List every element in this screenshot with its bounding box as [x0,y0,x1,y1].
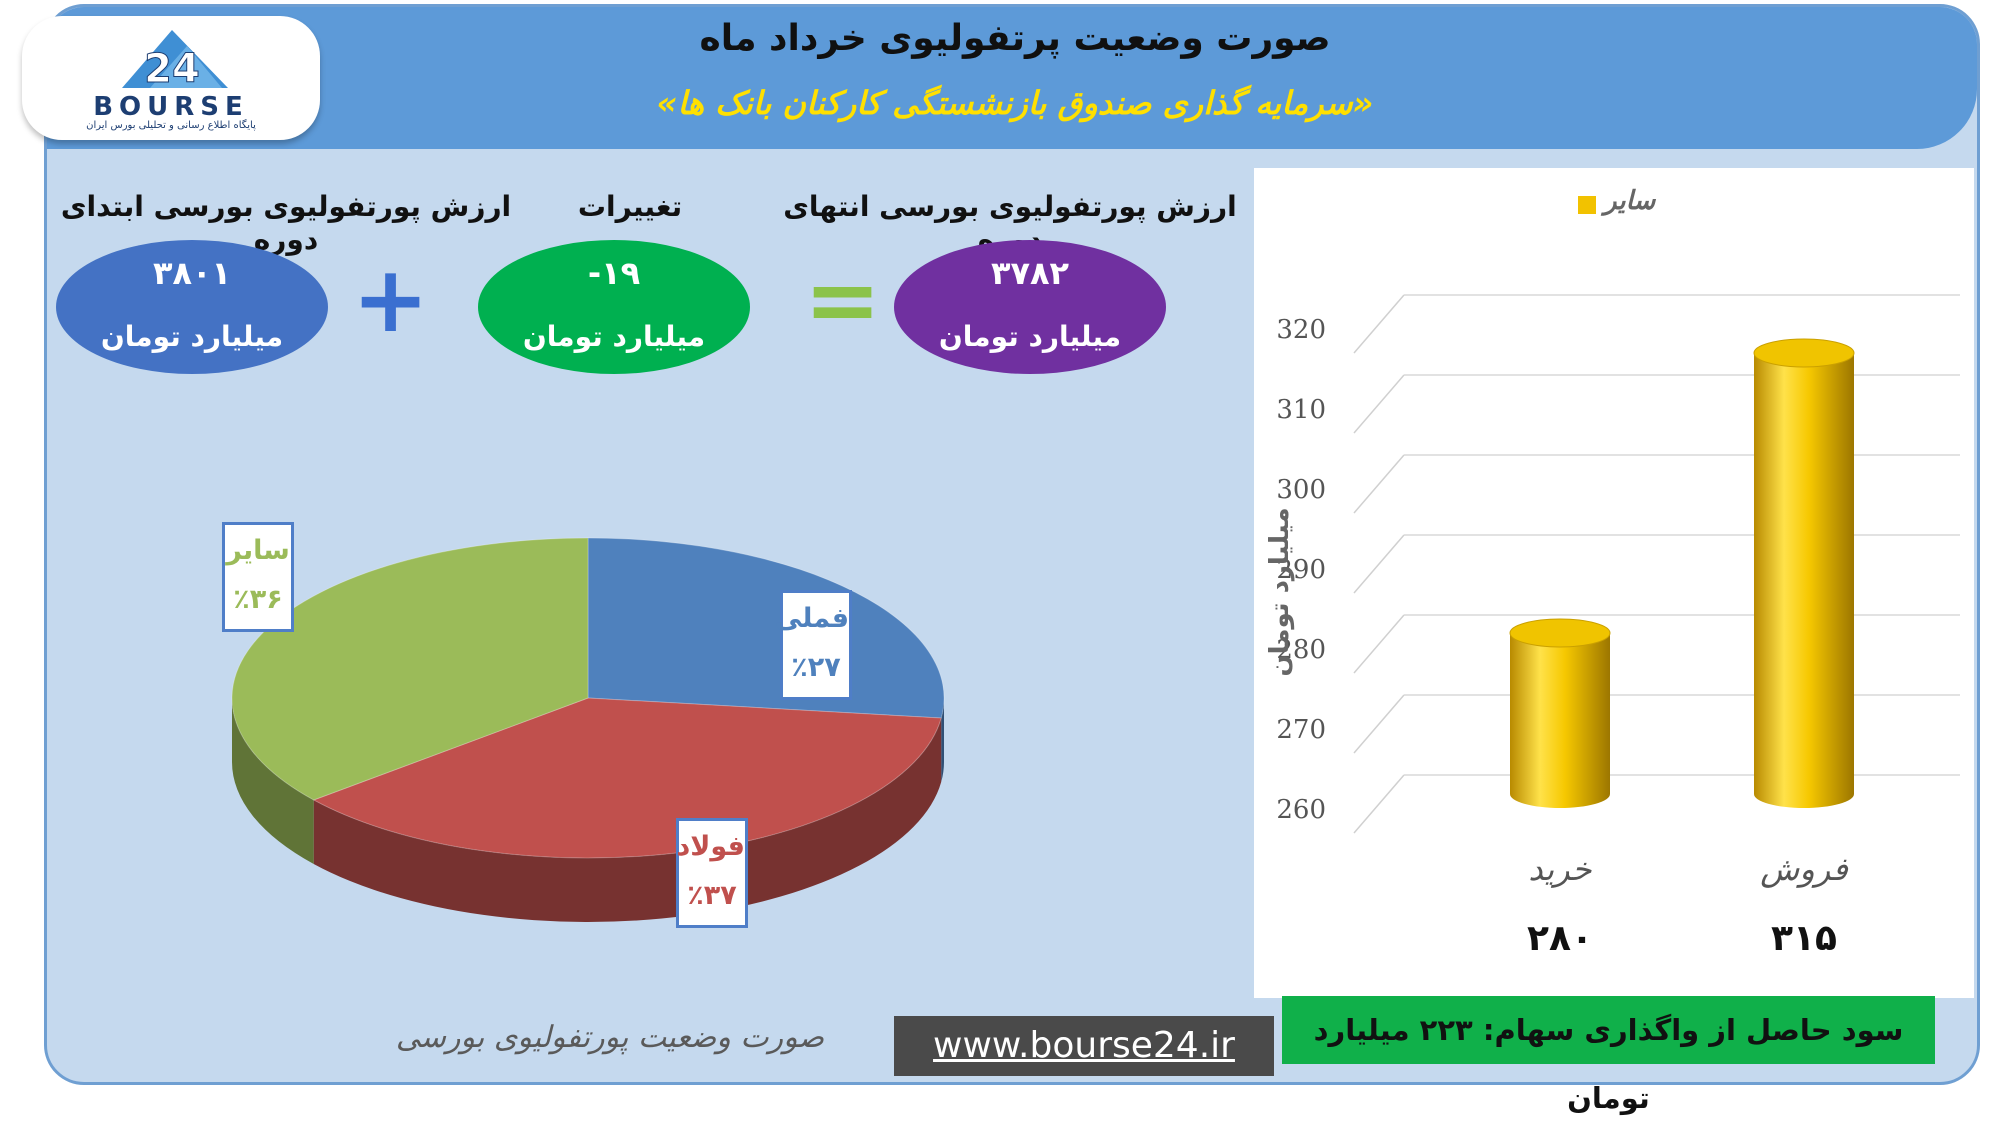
y-tick-label: 300 [1276,475,1326,505]
pie-slice-0 [587,537,945,719]
pie-side-0 [941,698,944,783]
y-axis-title: میلیارد تومان [1265,507,1295,676]
svg-text:24: 24 [144,46,200,92]
bar-value-label: ۳۱۵ [1771,918,1837,959]
pie-label-fameli: فملی [774,603,849,634]
bar-value-label: ۲۸۰ [1527,918,1593,959]
start-value-oval: ۳۸۰۱ میلیارد تومان [56,240,328,374]
logo-word: BOURSE [93,92,249,122]
logo-subtitle: پایگاه اطلاع رسانی و تحلیلی بورس ایران [86,120,256,131]
pie-caption: صورت وضعیت پورتفولیوی بورسی [395,1020,825,1055]
grid-diag-1 [1353,694,1405,754]
legend-series-name: سایر [1604,186,1656,216]
grid-diag-2 [1353,614,1405,674]
change-value: -۱۹ [587,254,641,292]
equals-sign: = [804,246,882,353]
portfolio-pie-chart [231,537,945,922]
change-label: تغییرات [577,190,683,223]
pie-callout-other: سایر ٪۳۶ [222,522,294,632]
pie-label-foolad: فولاد [676,831,745,862]
logo-mountain-icon: 24 [122,30,228,93]
website-url[interactable]: www.bourse24.ir [894,1016,1274,1076]
grid-diag-5 [1353,374,1405,434]
bar-top-0 [1509,618,1611,648]
start-value: ۳۸۰۱ [152,254,232,292]
grid-diag-6 [1353,294,1405,354]
start-value-label: ارزش پورتفولیوی بورسی ابتدای دوره [60,190,512,256]
pie-percent-foolad: ٪۳۷ [687,880,737,911]
page-title: صورت وضعیت پرتفولیوی خرداد ماه [699,18,1331,59]
plus-sign: + [352,246,430,353]
change-value-oval: -۱۹ میلیارد تومان [478,240,750,374]
x-category-label: خرید [1528,850,1591,888]
pie-percent-fameli: ٪۲۷ [791,652,841,683]
pie-label-other: سایر [226,535,290,566]
page-subtitle: «سرمایه گذاری صندوق بازنشستگی کارکنان با… [656,84,1374,122]
end-value-oval: ۳۷۸۲ میلیارد تومان [894,240,1166,374]
end-value: ۳۷۸۲ [990,254,1070,292]
bar-1 [1754,353,1854,808]
grid-diag-3 [1353,534,1405,594]
pie-callout-fameli: فملی ٪۲۷ [774,590,852,700]
trade-bar-chart: 260 270 280 290 300 310 320 میلیارد تومان خرید ۲۸… [1265,294,1960,959]
y-tick-label: 270 [1276,715,1326,745]
change-value-unit: میلیارد تومان [522,320,706,353]
pie-percent-other: ٪۳۶ [233,584,283,615]
pie-side-2 [232,698,314,864]
bar-top-1 [1753,338,1855,368]
legend-swatch [1578,196,1596,214]
pie-callout-foolad: فولاد ٪۳۷ [676,818,748,928]
y-tick-label: 290 [1276,555,1326,585]
header-banner [47,7,1977,149]
bourse24-logo: 24 BOURSE پایگاه اطلاع رسانی و تحلیلی بو… [22,16,320,140]
y-tick-label: 310 [1276,395,1326,425]
y-tick-label: 260 [1276,795,1326,825]
end-value-unit: میلیارد تومان [938,320,1122,353]
grid-diag-4 [1353,454,1405,514]
profit-banner: سود حاصل از واگذاری سهام: ۲۲۳ میلیارد تو… [1282,996,1935,1115]
bar-0 [1510,633,1610,808]
y-tick-label: 280 [1276,635,1326,665]
grid-diag-0 [1353,774,1405,834]
start-value-unit: میلیارد تومان [100,320,284,353]
pie-side-1 [313,718,942,922]
x-category-label: فروش [1760,850,1848,888]
y-tick-label: 320 [1276,315,1326,345]
